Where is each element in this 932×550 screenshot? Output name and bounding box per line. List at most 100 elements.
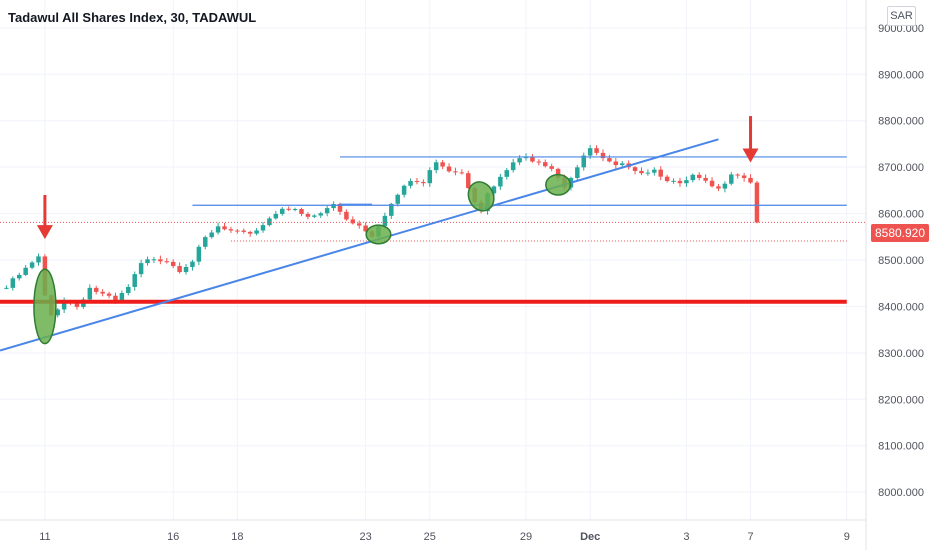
candle-body <box>209 232 214 238</box>
candle-body <box>132 274 137 287</box>
candle-body <box>395 194 400 204</box>
candle-body <box>126 286 131 294</box>
candle-body <box>222 226 227 230</box>
candle-body <box>36 256 41 263</box>
trend-line[interactable] <box>0 138 719 352</box>
candle-body <box>587 148 593 156</box>
highlight-ellipse[interactable] <box>545 173 572 196</box>
candle-body <box>203 237 208 247</box>
candle-body <box>151 259 157 261</box>
candle-body <box>29 262 35 268</box>
candle-body <box>729 174 734 184</box>
candle-body <box>138 263 144 275</box>
down-arrow-icon[interactable] <box>36 225 53 240</box>
price-axis-label: 8900.000 <box>878 69 924 81</box>
candle-body <box>671 180 676 182</box>
candle-body <box>241 230 247 232</box>
candle-body <box>684 180 689 184</box>
currency-button[interactable]: SAR <box>887 6 916 26</box>
time-axis-label: 11 <box>39 531 50 543</box>
price-axis-label: 8200.000 <box>878 394 924 406</box>
candle-body <box>466 173 471 189</box>
highlight-ellipse[interactable] <box>365 224 392 245</box>
chart-title: Tadawul All Shares Index, 30, TADAWUL <box>8 10 257 25</box>
candle-body <box>427 170 433 184</box>
candle-body <box>517 158 522 163</box>
candle-body <box>119 293 125 301</box>
candle-body <box>100 291 105 294</box>
candle-body <box>16 274 22 279</box>
candle-body <box>696 174 702 178</box>
candle-body <box>170 261 176 267</box>
candle-body <box>106 293 112 296</box>
last-price-tag: 8580.920 <box>871 224 929 242</box>
candle-body <box>703 177 708 181</box>
price-axis-label: 8600.000 <box>878 209 924 221</box>
candle-body <box>305 213 311 217</box>
candle-body <box>74 303 80 307</box>
candle-body <box>549 166 554 169</box>
candle-body <box>183 266 189 273</box>
candle-body <box>145 259 150 264</box>
candle-body <box>530 156 535 162</box>
candle-body <box>247 231 253 234</box>
candle-body <box>652 169 657 173</box>
candle-body <box>10 278 16 288</box>
candle-body <box>318 213 323 216</box>
candle-body <box>504 170 510 177</box>
candle-body <box>639 170 644 174</box>
candle-body <box>350 219 356 224</box>
candle-body <box>273 213 279 219</box>
candle-body <box>543 162 548 167</box>
candle-body <box>735 174 740 176</box>
candle-body <box>331 203 336 209</box>
candle-body <box>658 169 663 177</box>
candle-body <box>716 186 721 189</box>
drawing-layer[interactable] <box>0 116 866 352</box>
candle-body <box>421 181 426 184</box>
candle-body <box>433 162 439 171</box>
candle-body <box>260 225 266 231</box>
down-arrow-icon[interactable] <box>742 148 759 163</box>
candle-body <box>607 158 612 162</box>
candle-body <box>459 172 465 174</box>
candle-body <box>709 180 715 187</box>
candle-body <box>113 295 118 301</box>
candle-body <box>324 208 330 214</box>
candle-body <box>632 167 638 171</box>
time-axis-label: Dec <box>580 531 600 543</box>
candle-body <box>722 183 728 189</box>
candle-body <box>408 181 413 186</box>
candle-body <box>292 209 298 211</box>
highlight-ellipse[interactable] <box>33 268 57 345</box>
candle-body <box>677 180 683 184</box>
candle-body <box>594 148 599 153</box>
candle-body <box>286 208 291 210</box>
price-axis-label: 8300.000 <box>878 348 924 360</box>
candle-body <box>235 230 240 232</box>
price-axis-label: 8400.000 <box>878 301 924 313</box>
candle-body <box>196 246 202 262</box>
candle-body <box>555 168 561 178</box>
candle-body <box>401 185 407 195</box>
candle-body <box>61 300 67 310</box>
candle-body <box>645 172 651 174</box>
time-axis-label: 9 <box>844 531 850 543</box>
time-axis-label: 18 <box>231 531 243 543</box>
candle-body <box>215 226 221 233</box>
candle-body <box>344 211 349 220</box>
candle-body <box>510 162 516 171</box>
candle-body <box>664 176 670 182</box>
candle-body <box>87 287 93 300</box>
candle-body <box>414 181 420 183</box>
candle-body <box>440 162 445 167</box>
candle-body <box>575 167 580 178</box>
candle-body <box>164 261 170 263</box>
price-axis-label: 8700.000 <box>878 162 924 174</box>
candle-body <box>754 182 760 223</box>
candle-body <box>453 171 458 173</box>
price-axis-label: 8500.000 <box>878 255 924 267</box>
highlight-ellipse[interactable] <box>464 178 499 215</box>
